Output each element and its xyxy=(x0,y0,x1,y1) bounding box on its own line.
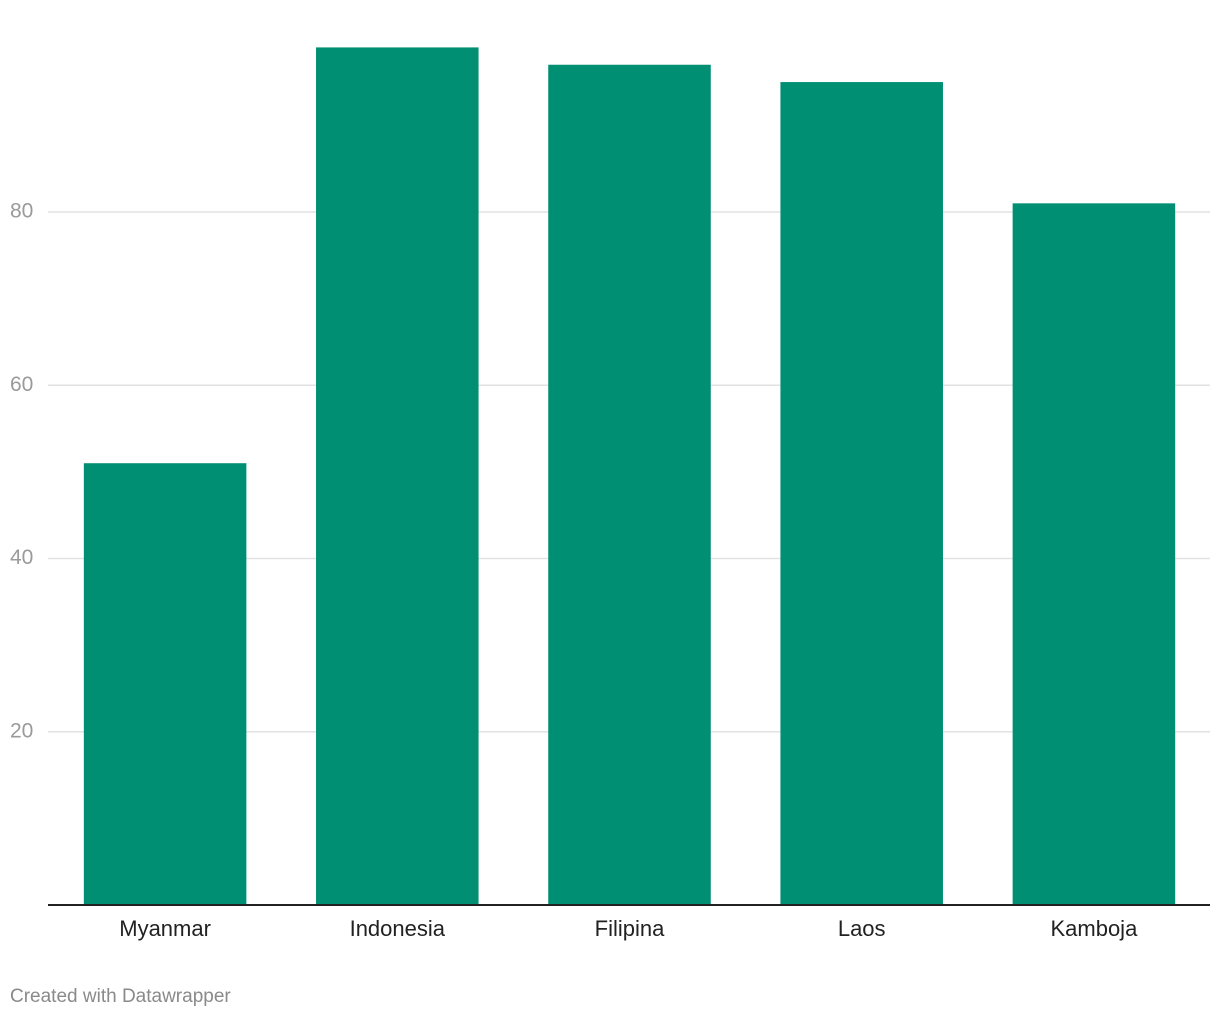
y-tick-label: 40 xyxy=(10,546,33,569)
bar xyxy=(1012,203,1176,905)
x-tick-label: Indonesia xyxy=(350,916,446,941)
bar xyxy=(316,47,479,906)
x-tick-label: Kamboja xyxy=(1050,916,1138,941)
bar xyxy=(83,463,247,905)
y-tick-label: 80 xyxy=(10,200,33,223)
x-tick-label: Laos xyxy=(838,916,886,941)
x-tick-label: Myanmar xyxy=(119,916,211,941)
bar xyxy=(780,82,943,905)
bar xyxy=(548,64,711,906)
credit: Created with Datawrapper xyxy=(10,986,231,1007)
y-tick-label: 20 xyxy=(10,719,33,742)
y-tick-label: 60 xyxy=(10,373,33,396)
x-tick-label: Filipina xyxy=(595,916,665,941)
